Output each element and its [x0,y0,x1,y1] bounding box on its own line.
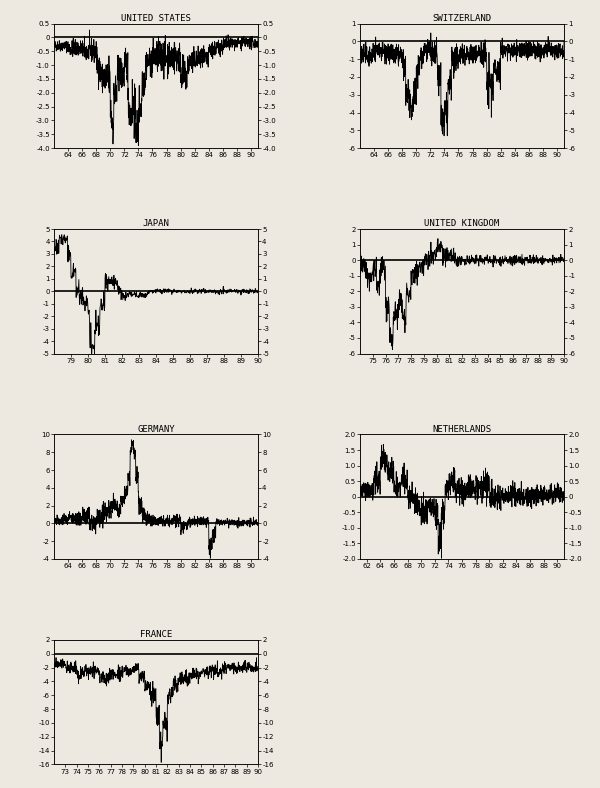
Title: UNITED STATES: UNITED STATES [121,14,191,23]
Title: SWITZERLAND: SWITZERLAND [433,14,491,23]
Title: GERMANY: GERMANY [137,425,175,433]
Title: JAPAN: JAPAN [143,219,169,229]
Title: UNITED KINGDOM: UNITED KINGDOM [424,219,500,229]
Title: NETHERLANDS: NETHERLANDS [433,425,491,433]
Title: FRANCE: FRANCE [140,630,172,639]
